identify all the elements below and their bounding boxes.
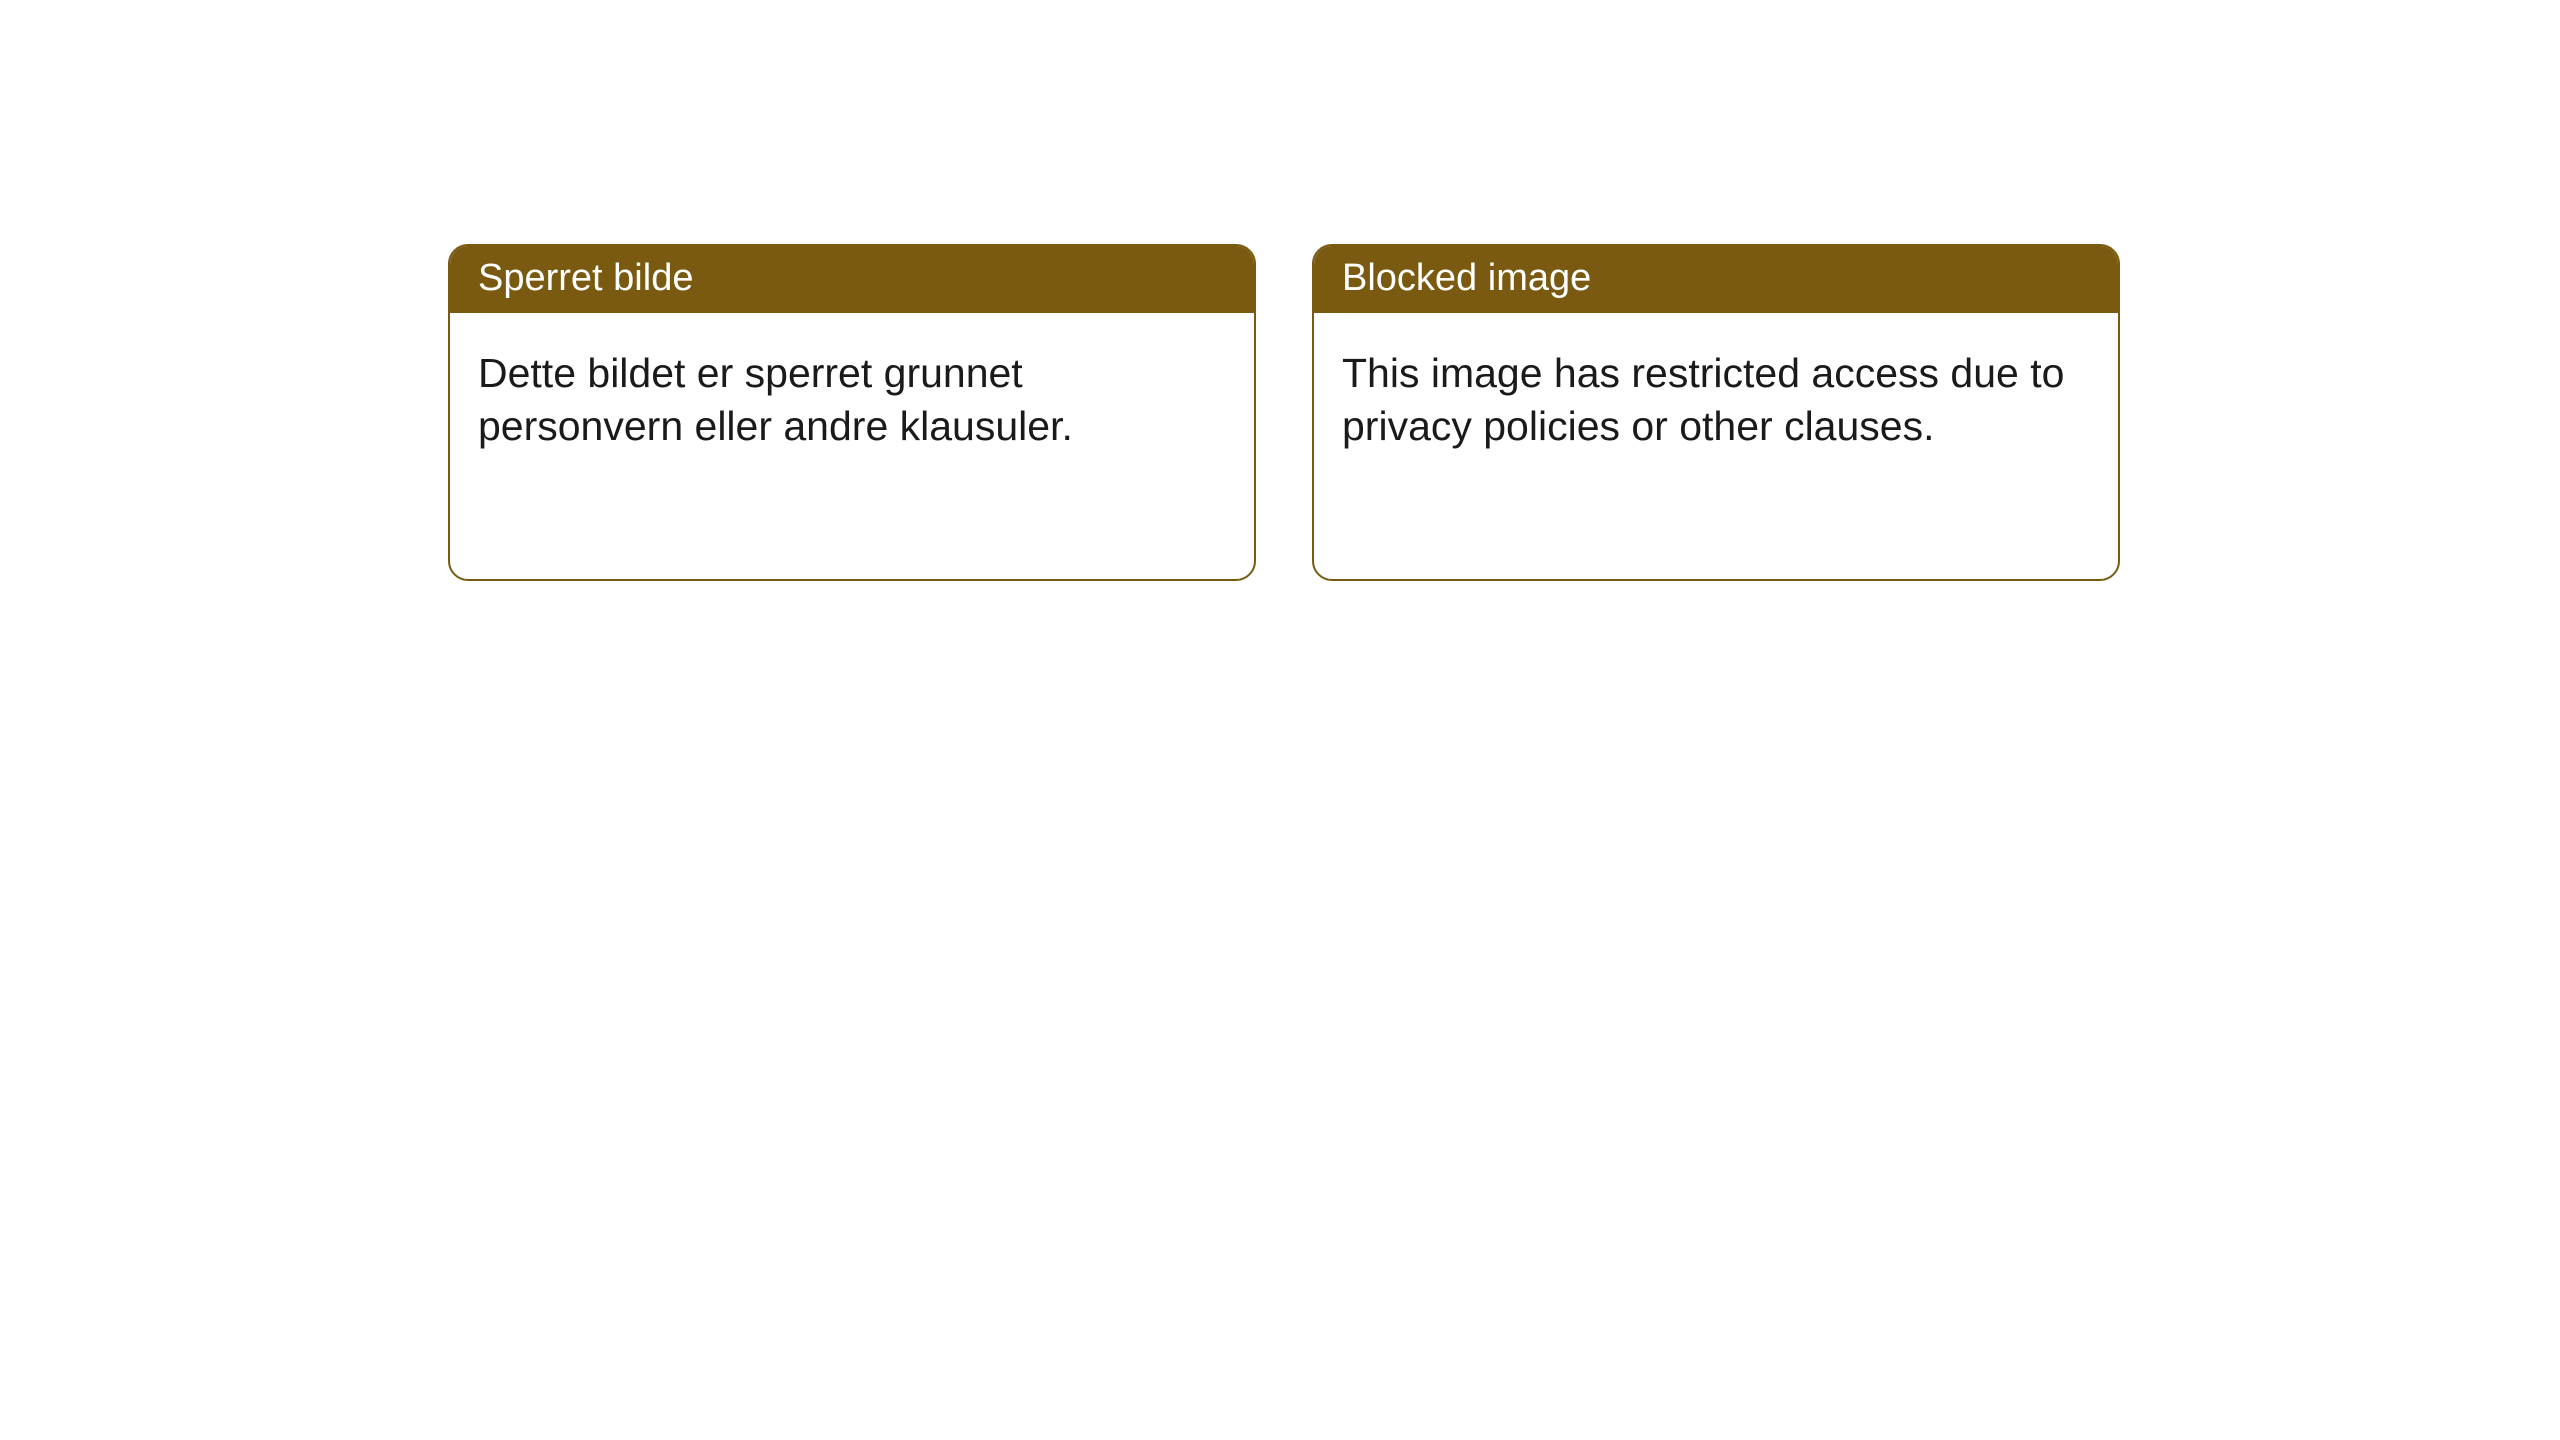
- card-body: This image has restricted access due to …: [1314, 313, 2118, 480]
- blocked-image-card-english: Blocked image This image has restricted …: [1312, 244, 2120, 581]
- card-header: Blocked image: [1314, 246, 2118, 313]
- card-body: Dette bildet er sperret grunnet personve…: [450, 313, 1254, 480]
- blocked-image-card-norwegian: Sperret bilde Dette bildet er sperret gr…: [448, 244, 1256, 581]
- card-container: Sperret bilde Dette bildet er sperret gr…: [0, 0, 2560, 581]
- card-header: Sperret bilde: [450, 246, 1254, 313]
